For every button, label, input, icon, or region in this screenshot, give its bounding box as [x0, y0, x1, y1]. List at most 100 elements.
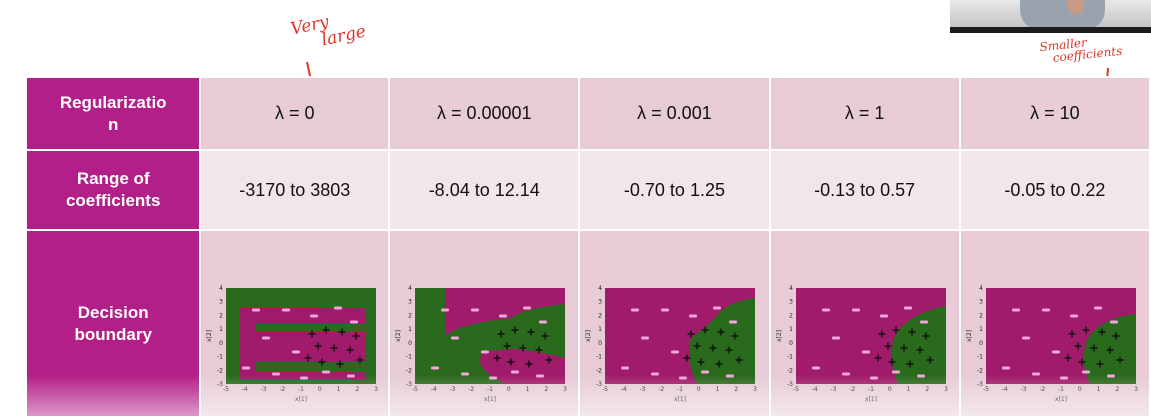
- x-tick-label: 0: [318, 386, 322, 393]
- x-tick-label: -4: [811, 386, 817, 393]
- x-tick-label: -5: [983, 386, 989, 393]
- x-tick-label: -4: [621, 386, 627, 393]
- x-tick-label: -4: [1002, 386, 1008, 393]
- x-axis-label: x[1]: [865, 396, 877, 402]
- y-tick-label: -1: [217, 353, 223, 360]
- negative-marker: [701, 370, 710, 373]
- presenter-frame-bar: [950, 27, 1151, 33]
- negative-marker: [536, 374, 545, 377]
- negative-marker: [1051, 350, 1060, 353]
- positive-marker: [693, 342, 701, 349]
- negative-marker: [251, 308, 260, 311]
- x-tick-label: -5: [412, 386, 418, 393]
- x-tick-label: -4: [242, 386, 248, 393]
- negative-marker: [309, 314, 318, 317]
- lambda-cell: λ = 10: [958, 76, 1151, 151]
- positive-marker: [731, 332, 739, 339]
- x-tick-label: -5: [793, 386, 799, 393]
- negative-marker: [1069, 314, 1078, 317]
- y-tick-label: 3: [408, 298, 412, 305]
- negative-region: [239, 307, 366, 380]
- negative-marker: [869, 376, 878, 379]
- y-tick-label: 3: [789, 298, 793, 305]
- y-axis-label: x[2]: [395, 329, 402, 341]
- x-tick-label: -3: [830, 386, 836, 393]
- x-tick-label: 0: [507, 386, 511, 393]
- negative-marker: [879, 314, 888, 317]
- x-tick-label: 1: [1096, 386, 1100, 393]
- positive-marker: [701, 326, 709, 333]
- x-tick-label: 2: [545, 386, 549, 393]
- negative-marker: [471, 308, 480, 311]
- coefficient-range-cell: -0.05 to 0.22: [958, 149, 1151, 231]
- decision-boundary-plot: -5 -4 -3 -2 -1 0 1 2 3 4 3 2 1 0 -1 -2 -3 x[1] x[2]: [966, 285, 1138, 402]
- y-tick-label: -2: [787, 367, 793, 374]
- negative-marker: [726, 374, 735, 377]
- negative-marker: [821, 308, 830, 311]
- x-tick-label: 0: [1078, 386, 1082, 393]
- positive-marker: [697, 358, 705, 365]
- x-tick-label: -2: [279, 386, 285, 393]
- decision-boundary-cell: -5 -4 -3 -2 -1 0 1 2 3 4 3 2 1 0 -1 -2 -3 x[1] x[2]: [578, 229, 771, 418]
- y-tick-label: 0: [979, 339, 983, 346]
- negative-marker: [1106, 374, 1115, 377]
- negative-marker: [621, 366, 630, 369]
- x-tick-label: 1: [336, 386, 340, 393]
- decision-boundary-cell: -5 -4 -3 -2 -1 0 1 2 3 4 3 2 1 0 -1 -2 -3 x[1] x[2]: [958, 229, 1151, 418]
- positive-marker: [304, 354, 312, 361]
- positive-marker: [338, 328, 346, 335]
- x-tick-label: 3: [754, 386, 758, 393]
- y-tick-label: 2: [789, 312, 793, 319]
- x-axis-label: x[1]: [295, 396, 307, 402]
- negative-marker: [499, 314, 508, 317]
- y-tick-label: 0: [219, 339, 223, 346]
- y-tick-label: 4: [979, 285, 983, 292]
- negative-marker: [811, 366, 820, 369]
- y-tick-label: -3: [787, 381, 793, 388]
- annotation-smaller-coefficients: Smaller coefficients: [1039, 33, 1123, 65]
- y-tick-label: 1: [789, 326, 793, 333]
- x-tick-label: -3: [640, 386, 646, 393]
- negative-marker: [651, 372, 660, 375]
- negative-marker: [729, 320, 738, 323]
- x-tick-label: -2: [849, 386, 855, 393]
- y-tick-label: -1: [787, 353, 793, 360]
- x-tick-label: 2: [925, 386, 929, 393]
- positive-marker: [493, 354, 501, 361]
- decision-boundary-cell: -5 -4 -3 -2 -1 0 1 2 3 4 3 2 1 0 -1 -2 -3 x[1] x[2]: [768, 229, 961, 418]
- negative-marker: [321, 370, 330, 373]
- positive-marker: [906, 360, 914, 367]
- decision-boundary-plot: -5 -4 -3 -2 -1 0 1 2 3 4 3 2 1 0 -1 -2 -3 x[1] x[2]: [585, 285, 758, 402]
- negative-marker: [441, 308, 450, 311]
- positive-marker: [709, 344, 717, 351]
- x-tick-label: 2: [1115, 386, 1119, 393]
- negative-region: [985, 287, 1136, 384]
- x-axis-label: x[1]: [674, 396, 686, 402]
- y-tick-label: 2: [219, 312, 223, 319]
- x-tick-label: -1: [677, 386, 683, 393]
- positive-marker: [922, 332, 930, 339]
- x-tick-label: -3: [260, 386, 266, 393]
- negative-marker: [299, 376, 308, 379]
- x-axis-label: x[1]: [484, 396, 496, 402]
- negative-marker: [1041, 308, 1050, 311]
- y-tick-label: 1: [599, 326, 603, 333]
- x-axis-label: x[1]: [1055, 396, 1067, 402]
- x-tick-label: -1: [868, 386, 874, 393]
- x-tick-label: 3: [1134, 386, 1138, 393]
- x-tick-label: 3: [563, 386, 567, 393]
- x-tick-label: -2: [659, 386, 665, 393]
- negative-marker: [1011, 308, 1020, 311]
- y-tick-label: 2: [599, 312, 603, 319]
- positive-marker: [1078, 358, 1086, 365]
- y-tick-label: 3: [599, 298, 603, 305]
- negative-marker: [1021, 336, 1030, 339]
- positive-marker: [717, 328, 725, 335]
- y-tick-label: -2: [217, 367, 223, 374]
- negative-marker: [689, 314, 698, 317]
- negative-marker: [831, 336, 840, 339]
- x-tick-label: 0: [697, 386, 701, 393]
- header-regularization: Regularizatio n: [24, 76, 202, 151]
- negative-marker: [511, 370, 520, 373]
- negative-marker: [271, 372, 280, 375]
